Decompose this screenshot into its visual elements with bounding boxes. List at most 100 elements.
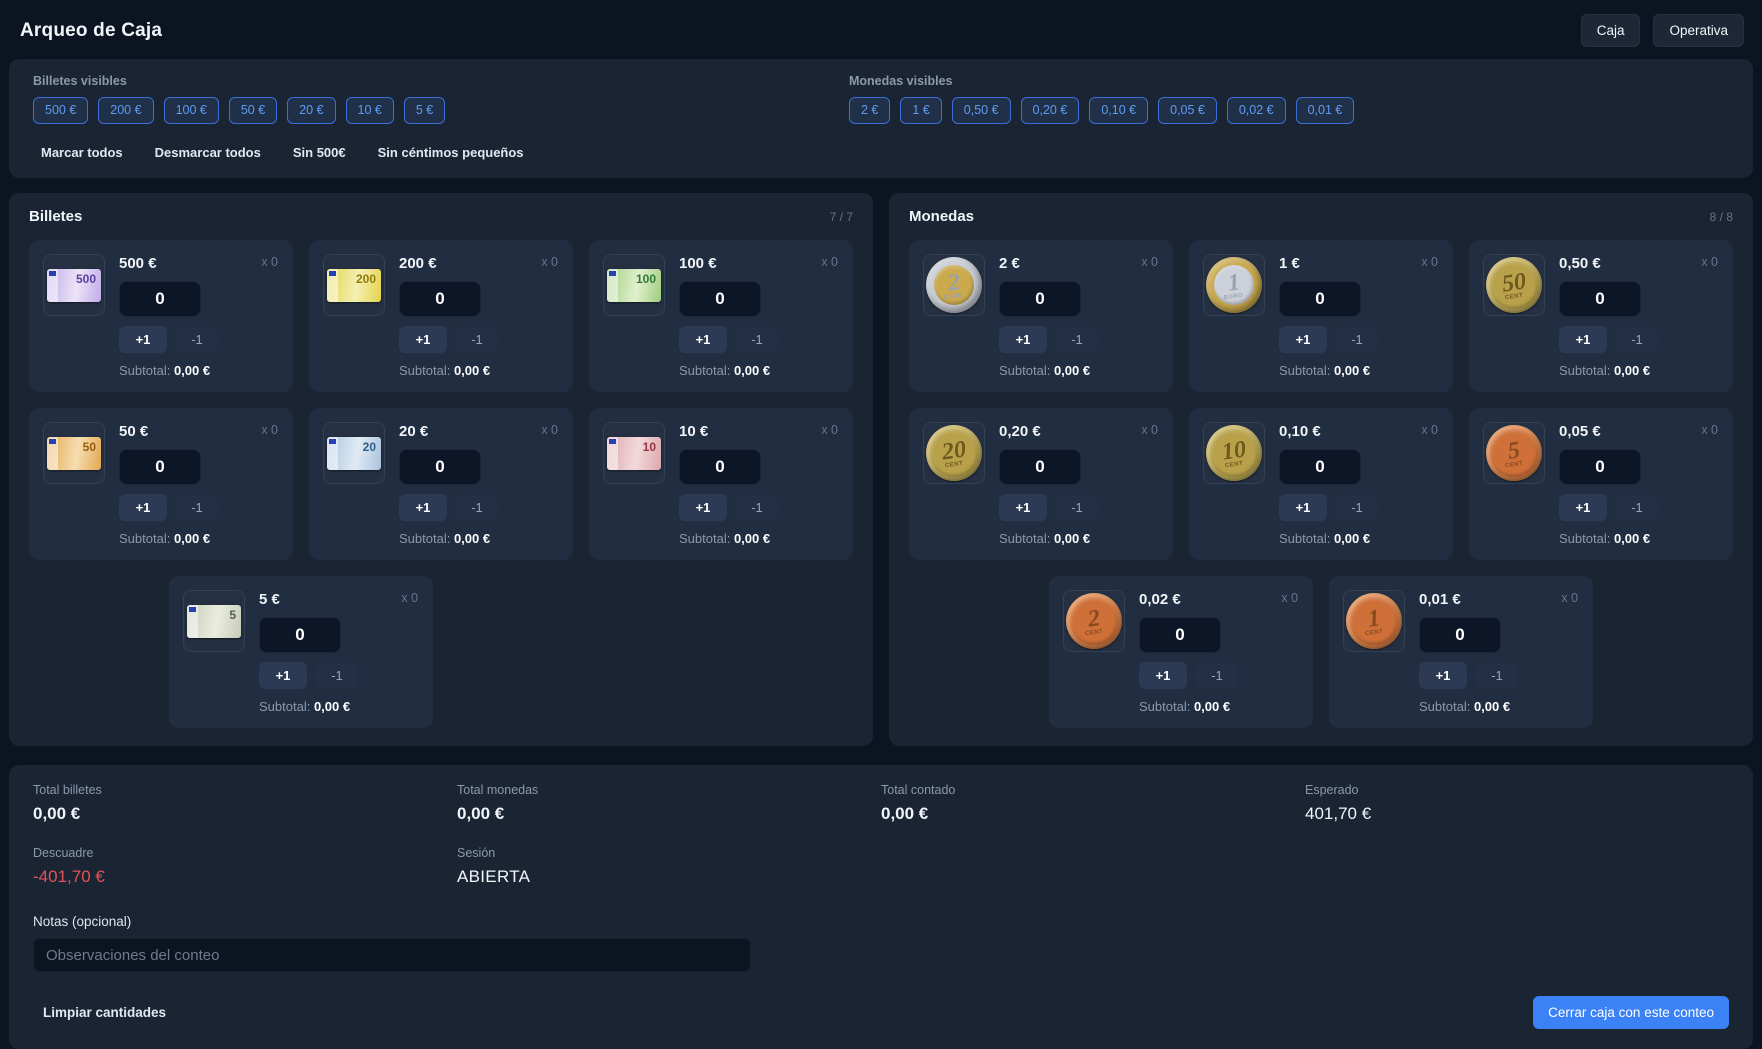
decrement-button[interactable]: -1 [1056,494,1098,521]
quantity-input[interactable] [1279,281,1361,317]
coin-chip-0-20[interactable]: 0,20 € [1020,97,1080,124]
count-multiplier: x 0 [401,591,418,605]
coin-image: 2 CENT [1063,590,1125,652]
bill-chip-500[interactable]: 500 € [33,97,89,124]
decrement-button[interactable]: -1 [456,326,498,353]
subtotal-label: Subtotal: [1279,363,1331,378]
subtotal-label: Subtotal: [399,363,451,378]
decrement-button[interactable]: -1 [736,326,778,353]
denomination-label: 100 € [679,255,717,272]
increment-button[interactable]: +1 [1419,662,1467,689]
quantity-input[interactable] [1279,449,1361,485]
increment-button[interactable]: +1 [679,494,727,521]
discrepancy-block: Descuadre -401,70 € [33,846,457,887]
quantity-input[interactable] [679,281,761,317]
filter-action-desmarcar-todos[interactable]: Desmarcar todos [154,145,261,160]
decrement-button[interactable]: -1 [1336,494,1378,521]
subtotal: Subtotal: 0,00 € [1559,531,1658,546]
nav-caja-button[interactable]: Caja [1580,14,1641,47]
increment-button[interactable]: +1 [1279,326,1327,353]
filter-action-sin-c-ntimos-peque-os[interactable]: Sin céntimos pequeños [377,145,524,160]
increment-button[interactable]: +1 [679,326,727,353]
coin-chip-1[interactable]: 1 € [900,97,942,124]
session-status-badge: ABIERTA [457,867,531,886]
quantity-input[interactable] [999,449,1081,485]
subtotal-value: 0,00 € [173,531,211,546]
quantity-input[interactable] [119,449,201,485]
total-bills-block: Total billetes 0,00 € [33,783,457,824]
bill-chip-100[interactable]: 100 € [163,97,219,124]
decrement-button[interactable]: -1 [456,494,498,521]
quantity-input[interactable] [1559,281,1641,317]
denomination-label: 50 € [119,423,149,440]
bill-chip-10[interactable]: 10 € [345,97,394,124]
bill-cards-grid: 500 500 € +1 -1 Subtotal: 0,00 € x 0 200… [29,240,853,728]
coin-filters-group: Monedas visibles 2 € 1 € 0,50 € 0,20 € 0,10 … [849,74,1729,124]
close-register-button[interactable]: Cerrar caja con este conteo [1533,996,1729,1029]
increment-button[interactable]: +1 [119,326,167,353]
coin-chip-0-02[interactable]: 0,02 € [1226,97,1286,124]
denomination-label: 0,02 € [1139,591,1181,608]
decrement-button[interactable]: -1 [176,494,218,521]
increment-button[interactable]: +1 [1279,494,1327,521]
increment-button[interactable]: +1 [999,494,1047,521]
coin-chip-0-50[interactable]: 0,50 € [951,97,1011,124]
bill-card: 20 20 € +1 -1 Subtotal: 0,00 € x 0 [309,408,573,560]
decrement-button[interactable]: -1 [176,326,218,353]
increment-button[interactable]: +1 [1139,662,1187,689]
filter-action-sin-500[interactable]: Sin 500€ [292,145,346,160]
quantity-input[interactable] [399,281,481,317]
decrement-button[interactable]: -1 [1336,326,1378,353]
increment-button[interactable]: +1 [399,326,447,353]
decrement-button[interactable]: -1 [316,662,358,689]
decrement-button[interactable]: -1 [1056,326,1098,353]
bill-chip-20[interactable]: 20 € [287,97,336,124]
nav-operativa-button[interactable]: Operativa [1653,14,1744,47]
quantity-input[interactable] [1139,617,1221,653]
clear-quantities-button[interactable]: Limpiar cantidades [33,1005,166,1020]
eu-flag-icon [329,438,336,444]
increment-button[interactable]: +1 [399,494,447,521]
decrement-button[interactable]: -1 [1196,662,1238,689]
coin-chip-0-01[interactable]: 0,01 € [1295,97,1355,124]
increment-button[interactable]: +1 [1559,494,1607,521]
quantity-input[interactable] [399,449,481,485]
subtotal-value: 0,00 € [1053,363,1091,378]
subtotal-label: Subtotal: [1139,699,1191,714]
subtotal-value: 0,00 € [453,531,491,546]
bill-chip-50[interactable]: 50 € [228,97,278,124]
quantity-input[interactable] [679,449,761,485]
coin-chip-0-10[interactable]: 0,10 € [1089,97,1149,124]
decrement-button[interactable]: -1 [1616,494,1658,521]
subtotal-value: 0,00 € [1473,699,1511,714]
increment-button[interactable]: +1 [999,326,1047,353]
denomination-label: 0,10 € [1279,423,1321,440]
coin-chip-2[interactable]: 2 € [849,97,891,124]
decrement-button[interactable]: -1 [736,494,778,521]
increment-button[interactable]: +1 [259,662,307,689]
count-multiplier: x 0 [1421,255,1438,269]
decrement-button[interactable]: -1 [1616,326,1658,353]
coin-chip-0-05[interactable]: 0,05 € [1158,97,1217,124]
banknote-image: 100 [603,254,665,316]
quantity-input[interactable] [999,281,1081,317]
coin-image: 50 CENT [1483,254,1545,316]
quantity-input[interactable] [1559,449,1641,485]
quantity-input[interactable] [259,617,341,653]
bill-chip-5[interactable]: 5 € [403,97,446,124]
decrement-button[interactable]: -1 [1476,662,1518,689]
quantity-input[interactable] [119,281,201,317]
count-multiplier: x 0 [1141,255,1158,269]
bill-chip-200[interactable]: 200 € [98,97,154,124]
subtotal-label: Subtotal: [399,531,451,546]
filter-action-marcar-todos[interactable]: Marcar todos [41,145,123,160]
quantity-input[interactable] [1419,617,1501,653]
increment-button[interactable]: +1 [119,494,167,521]
bill-chip-row: 500 € 200 € 100 € 50 € 20 € 10 € 5 € [33,97,849,124]
notes-input[interactable] [33,938,751,972]
increment-button[interactable]: +1 [1559,326,1607,353]
count-multiplier: x 0 [1421,423,1438,437]
